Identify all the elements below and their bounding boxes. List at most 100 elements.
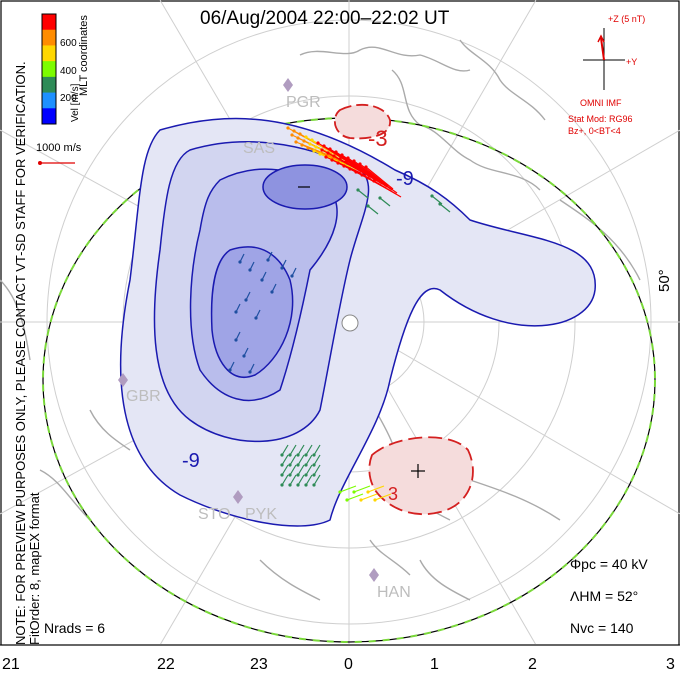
- velocity-vector-origin: [360, 173, 364, 177]
- velocity-vector-origin: [312, 453, 316, 457]
- potential-markers: [298, 186, 425, 478]
- mlt-label-23: 23: [250, 656, 268, 673]
- velocity-vector-origin: [280, 463, 284, 467]
- velocity-vector-origin: [373, 498, 377, 502]
- scale-vector-label: 1000 m/s: [36, 142, 82, 154]
- velocity-vector-origin: [270, 290, 274, 294]
- velocity-vector: [297, 444, 305, 456]
- station-sto: STO: [198, 506, 231, 523]
- velocity-vector-origin: [336, 161, 340, 165]
- velocity-vector-origin: [338, 157, 342, 161]
- velocity-vector: [357, 189, 369, 199]
- velocity-vector-origin: [238, 260, 242, 264]
- velocity-vector-origin: [306, 146, 310, 150]
- velocity-vector-origin: [324, 155, 328, 159]
- velocity-vector: [313, 454, 321, 466]
- pole-marker: [341, 314, 359, 332]
- velocity-vector: [305, 474, 313, 486]
- imf-source: OMNI IMF: [580, 98, 622, 108]
- velocity-vector: [374, 493, 392, 501]
- mlt-label-21: 21: [2, 656, 20, 673]
- velocity-vector-origin: [310, 138, 314, 142]
- mlt-label-22: 22: [157, 656, 175, 673]
- mlt-label-1: 1: [430, 656, 439, 673]
- velocity-vector-origin: [338, 490, 342, 494]
- colorbar-segment: [42, 76, 56, 94]
- velocity-vector-origin: [288, 473, 292, 477]
- velocity-vector-origin: [344, 160, 348, 164]
- velocity-vector: [305, 464, 313, 476]
- velocity-vector: [281, 454, 289, 466]
- velocity-vector: [379, 197, 391, 207]
- velocity-vector-origin: [356, 188, 360, 192]
- colorbar-segment: [42, 45, 56, 62]
- velocity-vector-origin: [254, 316, 258, 320]
- positive-cell-bottom: [368, 436, 474, 516]
- velocity-vector-origin: [308, 142, 312, 146]
- station-markers: [118, 78, 379, 582]
- velocity-vector-origin: [296, 453, 300, 457]
- preview-note-line: NOTE: FOR PREVIEW PURPOSES ONLY, PLEASE …: [13, 61, 28, 645]
- velocity-vector: [297, 454, 305, 466]
- contour-label-left: -9: [182, 450, 200, 472]
- velocity-vector-origin: [366, 490, 370, 494]
- scale-vector-dot: [38, 161, 42, 165]
- stat-lambda-hm: ΛHM = 52°: [570, 588, 639, 604]
- velocity-vector-origin: [296, 463, 300, 467]
- velocity-colorbar: [41, 13, 57, 125]
- velocity-vector-origin: [364, 165, 368, 169]
- velocity-vector-origin: [358, 162, 362, 166]
- velocity-vector-origin: [328, 147, 332, 151]
- velocity-vector-origin: [286, 126, 290, 130]
- imf-z-label: +Z (5 nT): [608, 14, 646, 24]
- velocity-vector-origin: [372, 179, 376, 183]
- colorbar-segment: [42, 29, 56, 46]
- velocity-vector-origin: [366, 204, 370, 208]
- velocity-vector: [289, 444, 297, 456]
- velocity-vector-origin: [316, 141, 320, 145]
- positive-cell-top: [333, 103, 391, 140]
- velocity-vector-origin: [228, 368, 232, 372]
- velocity-vector-origin: [266, 258, 270, 262]
- velocity-vector-origin: [332, 154, 336, 158]
- velocity-vector-origin: [312, 149, 316, 153]
- velocity-vector-origin: [345, 498, 349, 502]
- velocity-vector-origin: [326, 151, 330, 155]
- velocity-vector-origin: [330, 158, 334, 162]
- velocity-vector-origin: [334, 150, 338, 154]
- velocity-vector: [281, 444, 289, 456]
- fitorder-line: FitOrder: 8, mapEX format: [27, 492, 42, 645]
- velocity-vector-origin: [288, 483, 292, 487]
- velocity-vector-origin: [350, 163, 354, 167]
- mlt-label-2: 2: [528, 656, 537, 673]
- velocity-vector: [297, 464, 305, 476]
- velocity-vector-origin: [288, 463, 292, 467]
- velocity-vector-origin: [304, 453, 308, 457]
- velocity-vector: [297, 474, 305, 486]
- velocity-vector-origin: [280, 483, 284, 487]
- velocity-vector-origin: [312, 463, 316, 467]
- velocity-vector: [360, 493, 378, 501]
- velocity-vector: [339, 485, 357, 493]
- velocity-vector-origin: [294, 140, 298, 144]
- velocity-vector-origin: [300, 143, 304, 147]
- coastlines: [0, 39, 641, 601]
- velocity-vector-origin: [304, 483, 308, 487]
- velocity-vector: [353, 485, 371, 493]
- colorbar-tick-400: 400: [60, 66, 77, 77]
- station-han: HAN: [377, 584, 411, 601]
- velocity-vector-origin: [352, 490, 356, 494]
- coords-note: MLT coordinates: [78, 15, 90, 96]
- preview-note: NOTE: FOR PREVIEW PURPOSES ONLY, PLEASE …: [13, 61, 42, 645]
- colorbar-segment: [42, 92, 56, 109]
- velocity-vector-origin: [352, 159, 356, 163]
- velocity-vector: [369, 173, 398, 194]
- velocity-vector-origin: [368, 172, 372, 176]
- station-sas: SAS: [243, 140, 276, 157]
- velocity-vector: [367, 205, 379, 215]
- latitude-label: 50°: [656, 269, 673, 292]
- velocity-vector-origin: [430, 194, 434, 198]
- velocity-vector: [373, 180, 402, 198]
- velocity-vector: [281, 464, 289, 476]
